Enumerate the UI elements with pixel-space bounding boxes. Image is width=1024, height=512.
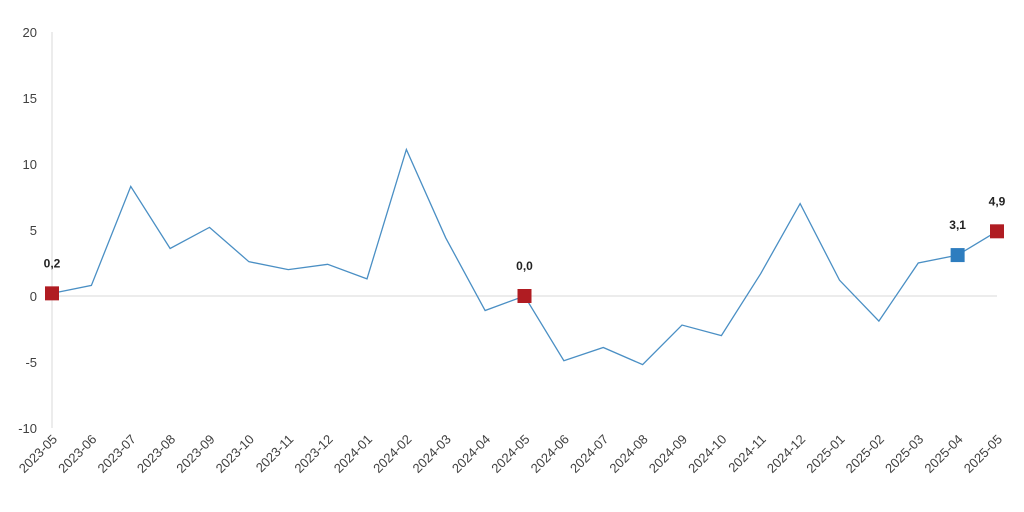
marker [45,286,59,301]
x-tick-label: 2024-05 [488,432,532,476]
x-tick-label: 2023-08 [134,432,178,476]
x-tick-label: 2024-02 [370,432,414,476]
x-tick-label: 2023-12 [291,432,335,476]
y-tick-label: 10 [23,157,37,172]
y-tick-label: 20 [23,25,37,40]
x-tick-label: 2024-04 [449,432,493,476]
x-tick-label: 2023-09 [173,432,217,476]
x-tick-label: 2023-10 [213,432,257,476]
x-tick-label: 2023-06 [55,432,99,476]
x-tick-label: 2024-11 [725,432,769,476]
x-tick-label: 2025-04 [921,432,965,476]
marker [950,248,965,263]
x-tick-label: 2025-01 [803,432,847,476]
marker [517,289,532,303]
line [51,147,998,366]
y-tick-label: -5 [25,355,37,370]
x-tick-label: 2025-02 [843,432,887,476]
x-tick-label: 2024-01 [331,432,375,476]
y-tick-label: -10 [18,421,37,436]
data-label: 3,1 [949,218,966,232]
x-tick-label: 2024-12 [764,432,808,476]
y-tick-label: 5 [30,223,37,238]
x-tick-label: 2024-10 [685,432,729,476]
data-label: 4,9 [989,194,1006,208]
x-tick-label: 2024-08 [606,432,650,476]
y-tick-label: 0 [30,289,37,304]
x-tick-label: 2024-09 [646,432,690,476]
y-tick-label: 15 [23,91,37,106]
x-tick-label: 2024-06 [528,432,572,476]
x-tick-label: 2023-05 [16,432,60,476]
x-tick-label: 2023-07 [95,432,139,476]
data-label: 0,2 [44,256,61,270]
x-tick-label: 2025-03 [882,432,926,476]
x-tick-label: 2025-05 [961,432,1005,476]
x-tick-label: 2024-03 [410,432,454,476]
data-label: 0,0 [516,259,533,273]
x-tick-label: 2023-11 [253,432,297,476]
marker [990,224,1004,239]
x-tick-label: 2024-07 [567,432,611,476]
